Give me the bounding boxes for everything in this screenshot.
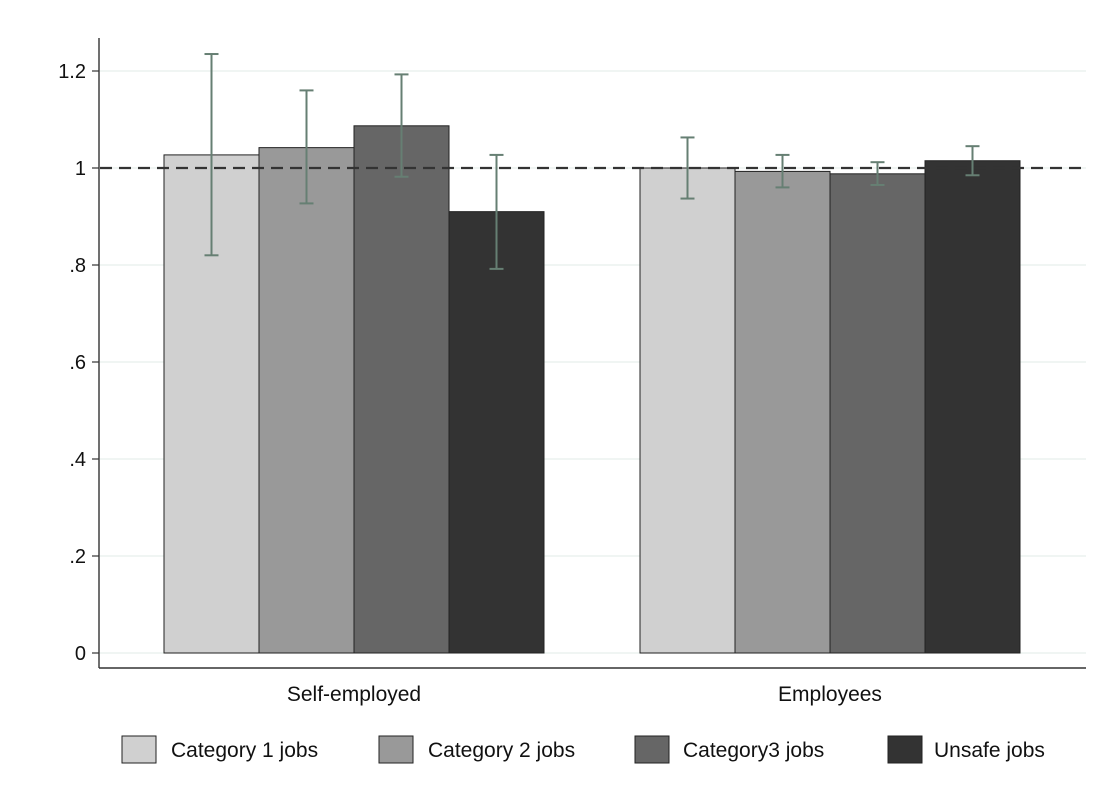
bar xyxy=(734,170,831,654)
legend-label: Category 2 jobs xyxy=(428,739,575,762)
x-category-label: Employees xyxy=(778,683,882,706)
error-bar xyxy=(775,153,790,189)
error-bar xyxy=(204,53,219,257)
error-bar xyxy=(870,161,885,186)
legend-item: Category3 jobs xyxy=(634,735,824,764)
legend-swatch xyxy=(378,735,414,764)
y-tick-label: .2 xyxy=(69,546,86,568)
legend-label: Category 1 jobs xyxy=(171,739,318,762)
legend-swatch xyxy=(634,735,670,764)
legend-label: Category3 jobs xyxy=(683,739,824,762)
bar xyxy=(639,167,736,654)
x-category-label: Self-employed xyxy=(287,683,421,706)
bar xyxy=(924,160,1021,654)
y-tick-label: 1 xyxy=(75,158,86,180)
y-tick-label: .4 xyxy=(69,449,86,471)
bar xyxy=(353,125,450,654)
legend-swatch xyxy=(887,735,923,764)
legend-label: Unsafe jobs xyxy=(934,739,1045,762)
error-bar xyxy=(299,89,314,205)
error-bar xyxy=(680,136,695,200)
bar xyxy=(448,211,545,654)
legend-item: Unsafe jobs xyxy=(887,735,1045,764)
error-bar xyxy=(394,73,409,178)
y-tick-label: 1.2 xyxy=(58,61,86,83)
legend-item: Category 1 jobs xyxy=(121,735,318,764)
error-bars-layer xyxy=(204,53,980,270)
bar xyxy=(258,147,355,654)
bars-layer xyxy=(163,125,1021,654)
legend: Category 1 jobs Category 2 jobs Category3 … xyxy=(121,735,1045,764)
error-bar xyxy=(965,145,980,177)
legend-swatch xyxy=(121,735,157,764)
bar xyxy=(829,173,926,654)
axes-layer: 0 .2 .4 .6 .8 1 1.2 Self-employed Employees xyxy=(58,38,1086,706)
y-tick-label: 0 xyxy=(75,643,86,665)
legend-item: Category 2 jobs xyxy=(378,735,575,764)
y-tick-label: .8 xyxy=(69,255,86,277)
y-tick-label: .6 xyxy=(69,352,86,374)
error-bar xyxy=(489,153,504,270)
